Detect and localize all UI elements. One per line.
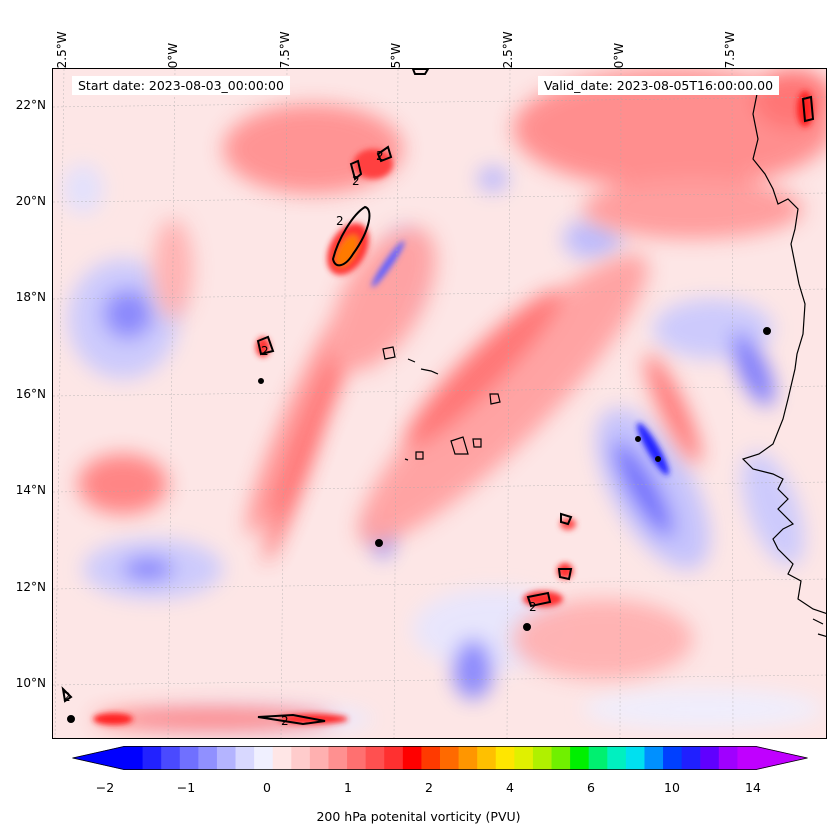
colorbar-swatch xyxy=(700,746,720,770)
valid-date-label: Valid_date: 2023-08-05T16:00:00.00 xyxy=(538,76,780,95)
colorbar-tick: −2 xyxy=(95,780,115,795)
contour-label: 2 xyxy=(63,690,71,704)
colorbar-swatch xyxy=(309,746,330,770)
start-date-label: Start date: 2023-08-03_00:00:00 xyxy=(72,76,290,95)
colorbar-swatch xyxy=(551,746,571,770)
lat-label-12n: 12°N xyxy=(15,580,46,594)
lon-label-27-5w: 27.5°W xyxy=(278,31,292,76)
lat-label-14n: 14°N xyxy=(15,483,46,497)
colorbar-swatch xyxy=(254,746,274,770)
colorbar-swatch xyxy=(347,746,367,770)
colorbar-swatch xyxy=(607,746,627,770)
lat-label-22n: 22°N xyxy=(15,98,46,112)
colorbar-swatch xyxy=(142,746,162,770)
lon-label-25w: 25°W xyxy=(389,42,403,76)
colorbar-swatch xyxy=(179,746,199,770)
colorbar-swatch xyxy=(421,746,441,770)
pv-map: 2 2 2 2 2 2 2 xyxy=(52,68,827,739)
colorbar-swatch xyxy=(737,746,757,770)
colorbar-swatch xyxy=(625,746,646,770)
colorbar-swatch xyxy=(328,746,348,770)
colorbar-swatch xyxy=(161,746,181,770)
contour-label: 2 xyxy=(261,344,269,358)
colorbar-swatch xyxy=(718,746,739,770)
colorbar-swatch xyxy=(291,746,311,770)
lat-label-18n: 18°N xyxy=(15,290,46,304)
gridlines xyxy=(53,69,826,738)
colorbar-swatch xyxy=(235,746,255,770)
colorbar-swatch xyxy=(402,746,423,770)
colorbar-swatch xyxy=(681,746,701,770)
colorbar-swatch xyxy=(495,746,515,770)
colorbar-swatch xyxy=(570,746,590,770)
colorbar-swatch xyxy=(588,746,608,770)
colorbar-swatch xyxy=(477,746,497,770)
colorbar-tick: 10 xyxy=(664,780,680,795)
pv-field-svg: 2 2 2 2 2 2 2 xyxy=(53,69,826,738)
colorbar-tick: −1 xyxy=(176,780,196,795)
lat-label-10n: 10°N xyxy=(15,676,46,690)
contour-label: 2 xyxy=(336,214,344,228)
lon-label-22-5w: 22.5°W xyxy=(501,31,515,76)
colorbar-tick: 0 xyxy=(263,780,271,795)
contour-label: 2 xyxy=(376,149,384,163)
colorbar-swatch xyxy=(272,746,292,770)
lat-label-16n: 16°N xyxy=(15,387,46,401)
pv-2-contours xyxy=(61,69,815,726)
colorbar-tick: 6 xyxy=(587,780,595,795)
colorbar-swatch xyxy=(644,746,664,770)
colorbar-label: 200 hPa potenital vorticity (PVU) xyxy=(316,809,521,824)
lon-label-30w: 30°W xyxy=(166,42,180,76)
colorbar-swatch xyxy=(365,746,385,770)
colorbar-swatch xyxy=(440,746,460,770)
contour-label: 2 xyxy=(281,714,289,728)
colorbar-swatch xyxy=(458,746,478,770)
colorbar-swatch xyxy=(124,746,144,770)
colorbar-swatch xyxy=(532,746,553,770)
colorbar-extend-high xyxy=(756,746,808,770)
lat-label-20n: 20°N xyxy=(15,194,46,208)
coastlines xyxy=(382,88,826,638)
colorbar xyxy=(72,746,808,770)
contour-labels: 2 2 2 2 2 2 2 xyxy=(63,149,537,728)
lon-label-17-5w: 17.5°W xyxy=(723,31,737,76)
colorbar-outline xyxy=(72,746,808,770)
lon-label-20w: 20°W xyxy=(612,42,626,76)
lon-label-32-5w: 32.5°W xyxy=(55,31,69,76)
colorbar-swatch xyxy=(663,746,683,770)
colorbar-tick: 4 xyxy=(506,780,514,795)
contour-label: 2 xyxy=(529,600,537,614)
colorbar-swatch xyxy=(198,746,218,770)
colorbar-swatch xyxy=(216,746,237,770)
colorbar-tick: 2 xyxy=(425,780,433,795)
colorbar-extend-low xyxy=(72,746,124,770)
colorbar-tick: 1 xyxy=(344,780,352,795)
colorbar-tick: 14 xyxy=(745,780,761,795)
contour-label: 2 xyxy=(352,174,360,188)
colorbar-swatch xyxy=(514,746,534,770)
high-pv-regions xyxy=(78,69,826,731)
pv-filaments xyxy=(93,91,813,725)
colorbar-swatch xyxy=(384,746,404,770)
